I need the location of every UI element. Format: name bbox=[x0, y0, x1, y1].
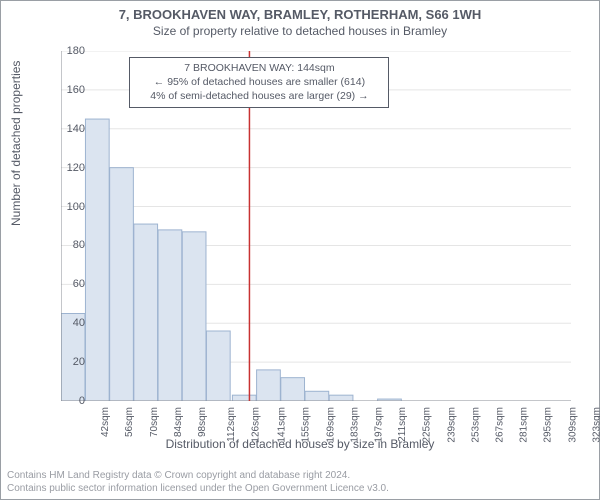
ytick-label: 40 bbox=[55, 317, 85, 329]
ytick-label: 20 bbox=[55, 356, 85, 368]
x-axis-label: Distribution of detached houses by size … bbox=[1, 437, 599, 451]
annotation-line2: ← 95% of detached houses are smaller (61… bbox=[136, 75, 382, 89]
footer: Contains HM Land Registry data © Crown c… bbox=[7, 469, 389, 495]
y-axis-label: Number of detached properties bbox=[9, 61, 23, 226]
ytick-label: 0 bbox=[55, 395, 85, 407]
annotation-box: 7 BROOKHAVEN WAY: 144sqm ← 95% of detach… bbox=[129, 57, 389, 108]
ytick-label: 120 bbox=[55, 162, 85, 174]
ytick-label: 100 bbox=[55, 201, 85, 213]
xtick-label: 84sqm bbox=[173, 407, 184, 437]
ytick-label: 140 bbox=[55, 123, 85, 135]
footer-line2: Contains public sector information licen… bbox=[7, 482, 389, 495]
xtick-label: 70sqm bbox=[149, 407, 160, 437]
xtick-label: 56sqm bbox=[124, 407, 135, 437]
chart-container: 7, BROOKHAVEN WAY, BRAMLEY, ROTHERHAM, S… bbox=[0, 0, 600, 500]
title-sub: Size of property relative to detached ho… bbox=[1, 24, 599, 38]
footer-line1: Contains HM Land Registry data © Crown c… bbox=[7, 469, 389, 482]
title-main: 7, BROOKHAVEN WAY, BRAMLEY, ROTHERHAM, S… bbox=[1, 7, 599, 22]
ytick-label: 60 bbox=[55, 278, 85, 290]
annotation-line1: 7 BROOKHAVEN WAY: 144sqm bbox=[136, 61, 382, 75]
annotation-line3: 4% of semi-detached houses are larger (2… bbox=[136, 89, 382, 103]
ytick-label: 160 bbox=[55, 84, 85, 96]
xtick-label: 42sqm bbox=[100, 407, 111, 437]
ytick-label: 80 bbox=[55, 239, 85, 251]
xtick-label: 98sqm bbox=[197, 407, 208, 437]
ytick-label: 180 bbox=[55, 45, 85, 57]
chart-area: 7 BROOKHAVEN WAY: 144sqm ← 95% of detach… bbox=[61, 51, 571, 401]
